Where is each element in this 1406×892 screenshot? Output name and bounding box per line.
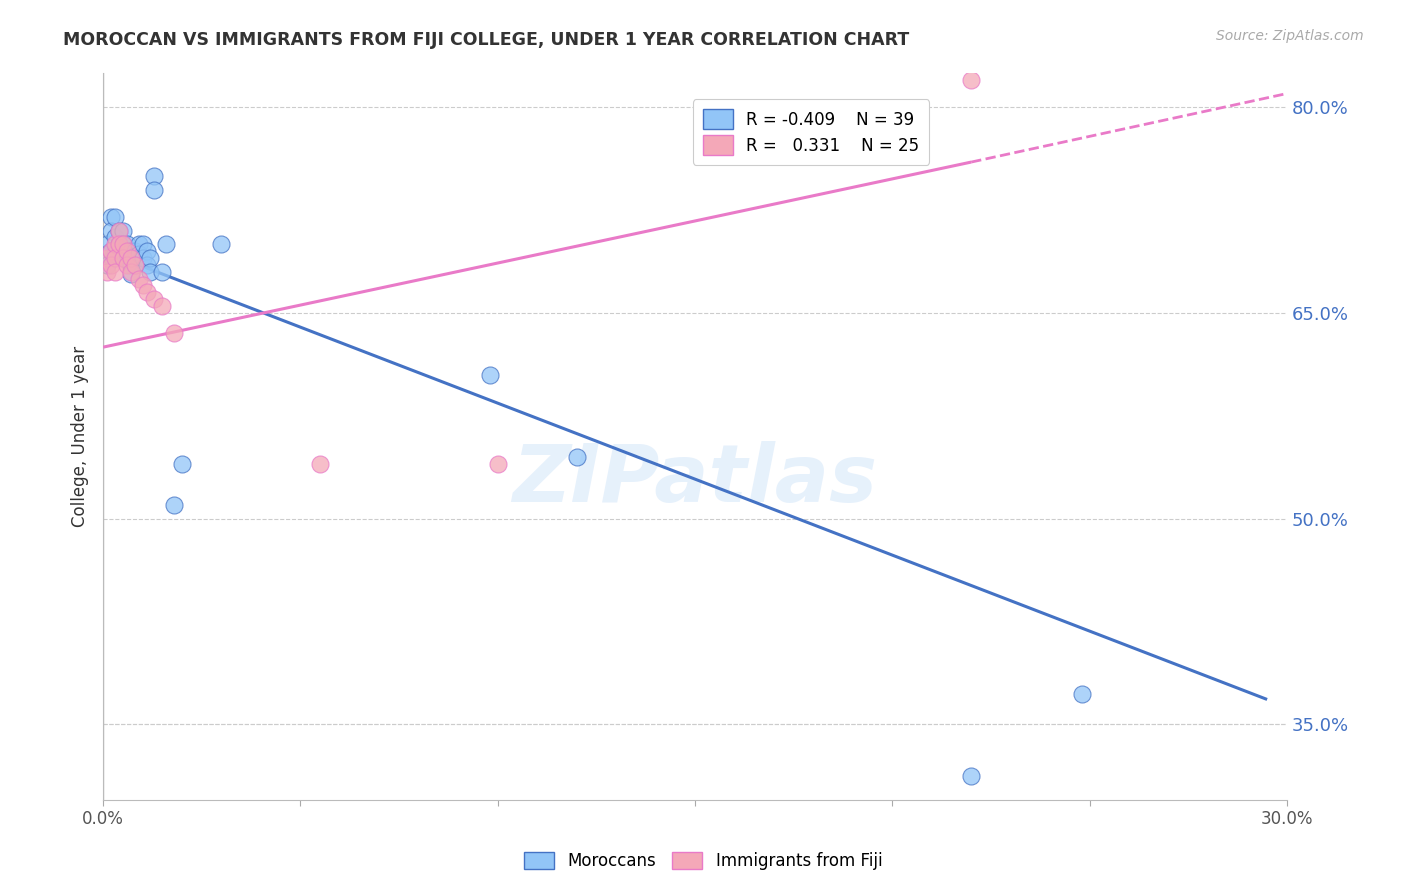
Point — [115, 247, 138, 261]
Text: ZIPatlas: ZIPatlas — [512, 441, 877, 519]
Point — [960, 73, 983, 87]
Point — [96, 251, 118, 265]
Point — [163, 326, 186, 341]
Point — [108, 237, 131, 252]
Point — [128, 237, 150, 252]
Point — [143, 182, 166, 196]
Point — [115, 237, 138, 252]
Point — [131, 278, 153, 293]
Point — [565, 450, 588, 464]
Point — [96, 258, 118, 272]
Point — [135, 258, 157, 272]
Y-axis label: College, Under 1 year: College, Under 1 year — [72, 346, 89, 527]
Point — [139, 265, 162, 279]
Point — [309, 457, 332, 471]
Point — [96, 237, 118, 252]
Point — [100, 258, 122, 272]
Point — [96, 247, 118, 261]
Point — [124, 258, 146, 272]
Point — [128, 271, 150, 285]
Point — [111, 224, 134, 238]
Point — [139, 251, 162, 265]
Point — [143, 169, 166, 183]
Point — [150, 299, 173, 313]
Point — [143, 292, 166, 306]
Point — [108, 224, 131, 238]
Point — [108, 237, 131, 252]
Point — [124, 244, 146, 259]
Point — [120, 244, 142, 259]
Point — [111, 237, 134, 252]
Point — [211, 237, 233, 252]
Point — [115, 244, 138, 259]
Point — [111, 237, 134, 252]
Point — [131, 237, 153, 252]
Point — [120, 265, 142, 279]
Point — [960, 769, 983, 783]
Point — [100, 244, 122, 259]
Point — [104, 247, 127, 261]
Point — [111, 251, 134, 265]
Point — [120, 258, 142, 272]
Point — [1070, 687, 1092, 701]
Legend: R = -0.409    N = 39, R =   0.331    N = 25: R = -0.409 N = 39, R = 0.331 N = 25 — [693, 100, 929, 165]
Point — [104, 251, 127, 265]
Point — [104, 230, 127, 244]
Legend: Moroccans, Immigrants from Fiji: Moroccans, Immigrants from Fiji — [517, 845, 889, 877]
Point — [163, 498, 186, 512]
Point — [150, 265, 173, 279]
Point — [155, 237, 177, 252]
Point — [170, 457, 193, 471]
Point — [135, 244, 157, 259]
Point — [96, 265, 118, 279]
Point — [104, 265, 127, 279]
Point — [486, 457, 509, 471]
Point — [104, 210, 127, 224]
Point — [100, 244, 122, 259]
Point — [128, 247, 150, 261]
Point — [120, 268, 142, 282]
Point — [104, 237, 127, 252]
Point — [100, 224, 122, 238]
Point — [124, 258, 146, 272]
Point — [131, 251, 153, 265]
Point — [115, 258, 138, 272]
Text: Source: ZipAtlas.com: Source: ZipAtlas.com — [1216, 29, 1364, 43]
Point — [100, 210, 122, 224]
Point — [135, 285, 157, 300]
Point — [478, 368, 501, 382]
Text: MOROCCAN VS IMMIGRANTS FROM FIJI COLLEGE, UNDER 1 YEAR CORRELATION CHART: MOROCCAN VS IMMIGRANTS FROM FIJI COLLEGE… — [63, 31, 910, 49]
Point — [111, 251, 134, 265]
Point — [108, 224, 131, 238]
Point — [120, 251, 142, 265]
